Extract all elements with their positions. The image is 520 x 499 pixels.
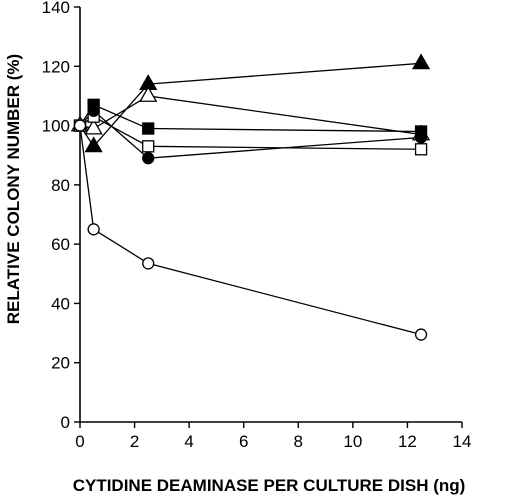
open-triangle-marker xyxy=(84,118,103,135)
y-tick-label: 40 xyxy=(51,294,70,313)
x-tick-label: 0 xyxy=(75,432,84,451)
x-tick-label: 4 xyxy=(184,432,193,451)
open-square-marker xyxy=(414,143,428,156)
x-tick-label: 14 xyxy=(453,432,472,451)
open-square-marker xyxy=(142,140,155,153)
y-tick-label: 120 xyxy=(42,57,70,76)
filled-triangle-marker xyxy=(411,53,431,70)
filled-circle-marker xyxy=(142,152,155,165)
y-axis-title: RELATIVE COLONY NUMBER (%) xyxy=(4,54,23,324)
open-circle-series-line xyxy=(79,125,422,336)
filled-circle-series-line xyxy=(79,109,422,159)
open-triangle-marker xyxy=(139,85,158,102)
filled-square-series-line xyxy=(79,104,422,133)
filled-triangle-series-line xyxy=(79,62,422,148)
y-tick-label: 140 xyxy=(42,0,70,17)
open-circle-marker xyxy=(414,328,428,341)
x-tick-label: 2 xyxy=(130,432,139,451)
x-tick-label: 10 xyxy=(343,432,362,451)
open-circle-marker xyxy=(73,119,87,132)
open-circle-marker xyxy=(142,257,155,270)
filled-triangle-marker xyxy=(84,136,103,153)
open-circle-marker xyxy=(87,223,100,236)
axes xyxy=(79,7,462,423)
x-tick-label: 8 xyxy=(294,432,303,451)
series-lines xyxy=(79,62,422,336)
series-markers xyxy=(70,53,431,341)
x-tick-label: 12 xyxy=(398,432,417,451)
y-tick-label: 80 xyxy=(51,176,70,195)
filled-circle-marker xyxy=(87,104,100,117)
x-axis-title: CYTIDINE DEAMINASE PER CULTURE DISH (ng) xyxy=(73,476,466,495)
y-tick-label: 0 xyxy=(61,413,70,432)
filled-square-marker xyxy=(142,122,155,135)
x-tick-label: 6 xyxy=(239,432,248,451)
open-triangle-series-line xyxy=(79,95,422,136)
filled-circle-marker xyxy=(414,131,428,144)
y-tick-label: 60 xyxy=(51,235,70,254)
y-tick-label: 100 xyxy=(42,117,70,136)
y-tick-label: 20 xyxy=(51,354,70,373)
tick-group: 0 20 40 60 80 100 120 140 0 2 4 6 8 10 12 14 xyxy=(42,0,472,451)
